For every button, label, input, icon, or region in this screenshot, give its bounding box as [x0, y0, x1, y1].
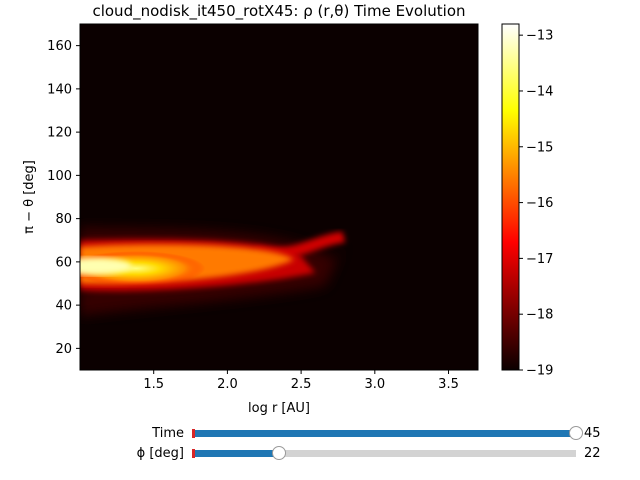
phi-slider-track[interactable]: [192, 446, 576, 460]
plot-area: [79, 23, 479, 371]
phi-slider-value: 22: [584, 446, 601, 461]
x-axis: 1.5 2.0 2.5 3.0 3.5: [143, 370, 459, 392]
x-tick-label: 2.5: [291, 377, 312, 392]
x-tick-label: 3.0: [364, 377, 385, 392]
colorbar-tick-label: −15: [526, 140, 553, 155]
phi-slider-initial-marker: [192, 449, 195, 458]
colorbar-tick-label: −14: [526, 84, 553, 99]
density-tail: [256, 231, 346, 261]
colorbar: −19 −18 −17 −16 −15 −14 −13: [501, 23, 553, 379]
colorbar-gradient: [501, 23, 520, 371]
phi-slider[interactable]: ϕ [deg] 22: [0, 446, 640, 462]
y-tick-label: 120: [47, 126, 72, 141]
x-tick-label: 2.0: [217, 377, 238, 392]
axes-frame: [79, 23, 479, 371]
time-slider-initial-marker: [192, 429, 195, 438]
colorbar-tick-label: −13: [526, 29, 553, 44]
phi-slider-fill: [192, 450, 279, 457]
y-tick-label: 160: [47, 39, 72, 54]
colorbar-tick-label: −18: [526, 308, 553, 323]
y-tick-label: 40: [55, 299, 72, 314]
chart-title: cloud_nodisk_it450_rotX45: ρ (r,θ) Time …: [92, 2, 465, 21]
y-tick-label: 20: [55, 342, 72, 357]
time-slider-handle[interactable]: [569, 426, 583, 440]
x-tick-label: 3.5: [438, 377, 459, 392]
x-axis-label: log r [AU]: [248, 401, 310, 416]
colorbar-tick-label: −16: [526, 196, 553, 211]
time-slider-fill: [192, 430, 576, 437]
y-tick-label: 60: [55, 255, 72, 270]
y-tick-label: 80: [55, 212, 72, 227]
density-peak: [80, 257, 132, 275]
y-axis-label: π − θ [deg]: [22, 160, 37, 234]
y-axis: 20 40 60 80 100 120 140 160: [47, 39, 80, 357]
colorbar-ticks: −19 −18 −17 −16 −15 −14 −13: [519, 29, 553, 379]
time-slider-track[interactable]: [192, 426, 583, 440]
phi-slider-handle[interactable]: [271, 446, 286, 460]
colorbar-tick-label: −19: [526, 364, 553, 379]
time-slider-label: Time: [152, 426, 184, 441]
x-tick-label: 1.5: [143, 377, 164, 392]
heatmap-background: [80, 24, 478, 370]
time-slider[interactable]: Time 45: [0, 426, 640, 442]
time-slider-value: 45: [584, 426, 601, 441]
colorbar-tick-label: −17: [526, 252, 553, 267]
phi-slider-label: ϕ [deg]: [136, 446, 184, 461]
y-tick-label: 140: [47, 82, 72, 97]
y-tick-label: 100: [47, 169, 72, 184]
density-lobe: [80, 227, 346, 316]
